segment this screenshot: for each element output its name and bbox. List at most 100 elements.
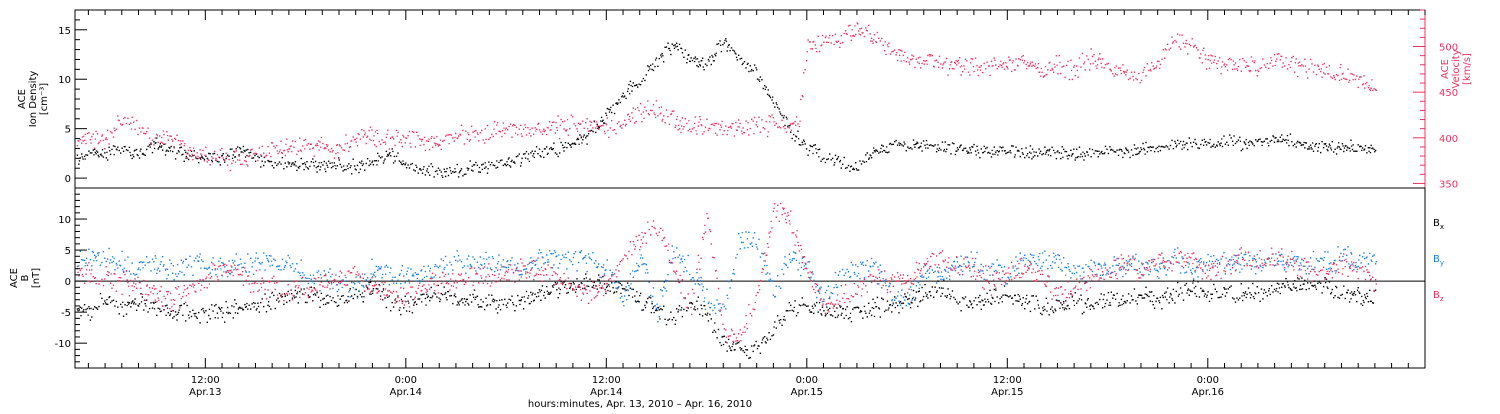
by-point xyxy=(134,274,135,275)
by-point xyxy=(857,266,858,267)
bx-point xyxy=(446,297,447,298)
bx-point xyxy=(1060,302,1061,303)
bx-point xyxy=(1216,291,1217,292)
by-point xyxy=(673,251,674,252)
by-point xyxy=(454,256,455,257)
bx-point xyxy=(1036,296,1037,297)
velocity-point xyxy=(1270,63,1271,64)
by-point xyxy=(312,281,313,282)
velocity-point xyxy=(962,71,963,72)
density-point xyxy=(930,144,931,145)
by-point xyxy=(854,272,855,273)
density-point xyxy=(470,160,471,161)
by-point xyxy=(1080,275,1081,276)
bx-point xyxy=(589,279,590,280)
by-point xyxy=(547,259,548,260)
density-point xyxy=(236,148,237,149)
velocity-point xyxy=(1246,62,1247,63)
by-point xyxy=(1163,265,1164,266)
velocity-point xyxy=(1099,53,1100,54)
density-point xyxy=(1067,155,1068,156)
bx-point xyxy=(701,308,702,309)
velocity-point xyxy=(1179,46,1180,47)
density-point xyxy=(490,164,491,165)
velocity-point xyxy=(676,119,677,120)
bx-point xyxy=(1288,284,1289,285)
velocity-point xyxy=(1086,55,1087,56)
bx-point xyxy=(881,298,882,299)
density-point xyxy=(878,152,879,153)
bx-point xyxy=(624,288,625,289)
bx-point xyxy=(1194,293,1195,294)
bx-point xyxy=(1363,300,1364,301)
bx-point xyxy=(1194,287,1195,288)
density-point xyxy=(1310,145,1311,146)
velocity-point xyxy=(256,153,257,154)
density-point xyxy=(1277,141,1278,142)
bx-point xyxy=(106,299,107,300)
bx-point xyxy=(286,302,287,303)
velocity-point xyxy=(1330,76,1331,77)
by-point xyxy=(1046,259,1047,260)
density-point xyxy=(1105,146,1106,147)
bx-point xyxy=(823,310,824,311)
bx-point xyxy=(682,316,683,317)
density-point xyxy=(1001,147,1002,148)
velocity-point xyxy=(516,127,517,128)
density-point xyxy=(907,146,908,147)
density-point xyxy=(305,164,306,165)
bx-point xyxy=(646,302,647,303)
density-point xyxy=(758,79,759,80)
by-point xyxy=(95,256,96,257)
by-point xyxy=(862,263,863,264)
by-point xyxy=(1030,254,1031,255)
velocity-point xyxy=(529,133,530,134)
density-point xyxy=(1192,146,1193,147)
density-point xyxy=(488,162,489,163)
by-point xyxy=(1059,255,1060,256)
by-point xyxy=(612,274,613,275)
bx-point xyxy=(135,303,136,304)
by-point xyxy=(631,289,632,290)
by-point xyxy=(646,269,647,270)
velocity-point xyxy=(744,132,745,133)
density-point xyxy=(276,165,277,166)
bx-point xyxy=(763,337,764,338)
velocity-point xyxy=(130,122,131,123)
density-point xyxy=(104,152,105,153)
velocity-point xyxy=(1341,79,1342,80)
by-point xyxy=(186,267,187,268)
velocity-point xyxy=(319,150,320,151)
velocity-point xyxy=(832,35,833,36)
velocity-point xyxy=(994,60,995,61)
density-point xyxy=(631,90,632,91)
velocity-point xyxy=(1307,77,1308,78)
by-point xyxy=(416,274,417,275)
density-point xyxy=(1015,154,1016,155)
by-point xyxy=(758,239,759,240)
by-point xyxy=(664,288,665,289)
velocity-point xyxy=(237,159,238,160)
bx-point xyxy=(1158,300,1159,301)
density-point xyxy=(753,70,754,71)
density-point xyxy=(208,153,209,154)
bx-point xyxy=(88,315,89,316)
bx-point xyxy=(454,293,455,294)
by-point xyxy=(623,305,624,306)
bx-point xyxy=(384,297,385,298)
by-point xyxy=(632,270,633,271)
bx-point xyxy=(1232,297,1233,298)
velocity-point xyxy=(716,135,717,136)
bx-point xyxy=(1300,285,1301,286)
bx-point xyxy=(119,313,120,314)
bx-point xyxy=(1151,291,1152,292)
bx-point xyxy=(894,296,895,297)
density-point xyxy=(507,164,508,165)
by-point xyxy=(86,258,87,259)
density-axis-title-line: Ion Density xyxy=(28,71,39,128)
density-point xyxy=(1374,151,1375,152)
velocity-point xyxy=(831,42,832,43)
bx-point xyxy=(911,302,912,303)
velocity-point xyxy=(230,170,231,171)
density-point xyxy=(1311,147,1312,148)
